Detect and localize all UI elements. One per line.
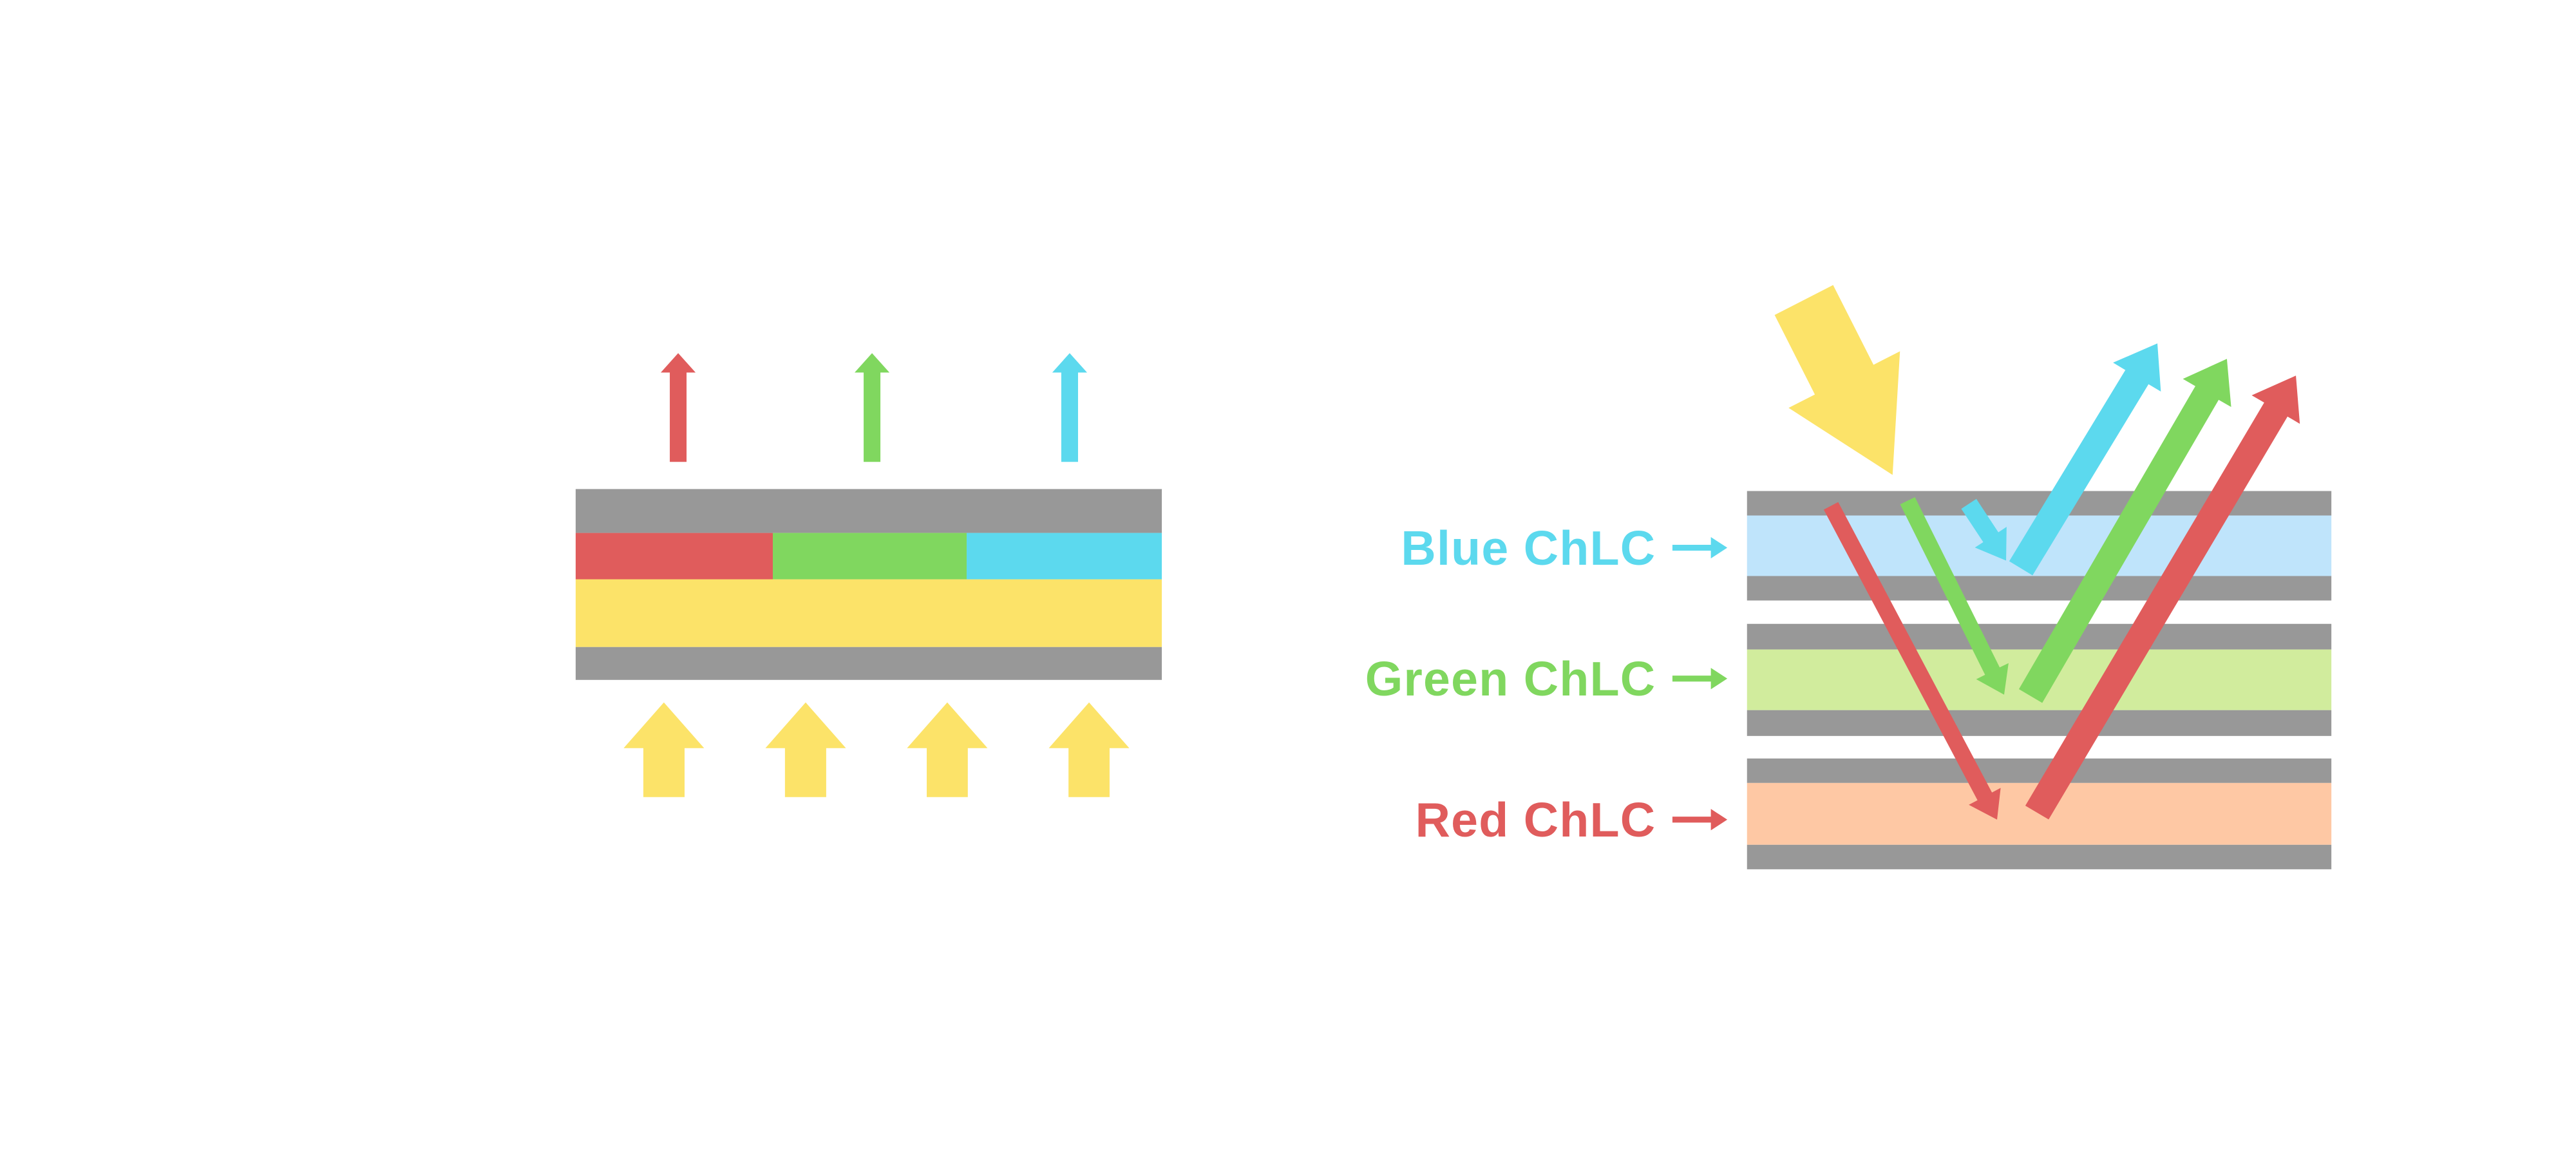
- left-diagram: [575, 353, 1162, 797]
- cyan-output-arrow: [1052, 353, 1088, 462]
- cyan-ray-down: [1961, 498, 2007, 561]
- red-filter-segment: [575, 533, 773, 580]
- green-ray-down: [1900, 497, 2009, 695]
- left-yellow-backlight-layer: [575, 579, 1162, 647]
- backlight-arrow-2: [765, 702, 846, 797]
- left-top-glass-layer: [575, 489, 1162, 533]
- red-output-arrow: [661, 353, 696, 462]
- red-chlc-label-pointer-arrow: [1672, 809, 1728, 831]
- backlight-arrow-1: [623, 702, 705, 797]
- glass-layer-4: [1747, 710, 2332, 736]
- glass-layer-3: [1747, 623, 2332, 650]
- green-filter-segment: [773, 533, 967, 580]
- green-chlc-label-pointer-arrow: [1672, 668, 1728, 690]
- right-diagram: Blue ChLC Green ChLC Red ChLC: [1365, 285, 2332, 869]
- backlight-arrow-3: [907, 702, 988, 797]
- green-ray-up: [2018, 359, 2231, 703]
- red-ray-down: [1823, 502, 2001, 820]
- backlight-arrow-4: [1048, 702, 1130, 797]
- glass-layer-2: [1747, 576, 2332, 601]
- green-chlc-label: Green ChLC: [1365, 652, 1656, 706]
- cyan-filter-segment: [967, 533, 1162, 580]
- left-bottom-glass-layer: [575, 647, 1162, 680]
- blue-chlc-label: Blue ChLC: [1401, 521, 1656, 575]
- cyan-ray-up: [2009, 343, 2161, 576]
- glass-layer-6: [1747, 844, 2332, 869]
- green-output-arrow: [855, 353, 890, 462]
- red-ray-up: [2025, 375, 2300, 820]
- blue-chlc-label-pointer-arrow: [1672, 536, 1728, 559]
- red-chlc-label: Red ChLC: [1416, 793, 1656, 847]
- incident-light-arrow: [1774, 285, 1900, 475]
- glass-layer-5: [1747, 758, 2332, 783]
